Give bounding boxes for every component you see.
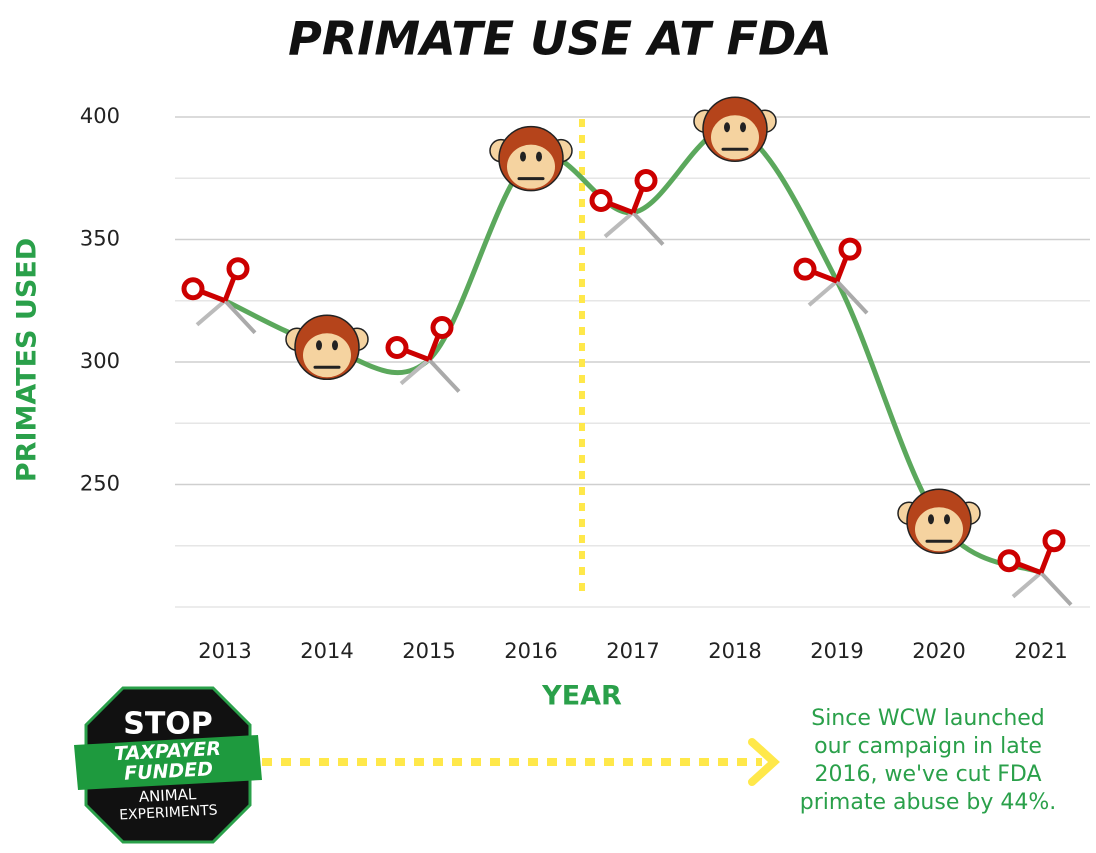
monkey-eye xyxy=(944,514,950,525)
scissors-blade xyxy=(1039,571,1073,607)
monkey-face xyxy=(303,333,351,378)
logo-band-text: FUNDED xyxy=(124,758,214,785)
logo-bottom: ANIMAL xyxy=(138,785,197,806)
scissors-ring xyxy=(226,257,250,281)
monkey-eye xyxy=(316,340,322,351)
x-tick-label: 2020 xyxy=(912,639,965,663)
y-tick-label: 350 xyxy=(80,227,120,251)
logo-band xyxy=(74,735,262,790)
y-tick-label: 300 xyxy=(80,349,120,373)
monkey-face xyxy=(915,507,963,552)
scissors-blade xyxy=(1011,571,1043,599)
x-tick-label: 2016 xyxy=(504,639,557,663)
scissors-ring xyxy=(1042,529,1066,553)
scissors-ring xyxy=(385,336,409,360)
monkey-marker xyxy=(897,488,981,554)
scissors-blade xyxy=(195,299,227,327)
scissors-blade xyxy=(399,358,431,386)
x-tick-label: 2014 xyxy=(300,639,353,663)
logo-bottom: EXPERIMENTS xyxy=(119,802,218,823)
monkey-eye xyxy=(724,122,730,133)
scissors-marker xyxy=(385,316,461,393)
annotation-line: our campaign in late xyxy=(814,734,1042,759)
annotation: Since WCW launched our campaign in late … xyxy=(800,706,1056,815)
x-tick-label: 2019 xyxy=(810,639,863,663)
scissors-ring xyxy=(430,316,454,340)
scissors-blade xyxy=(807,279,839,307)
x-tick-label: 2015 xyxy=(402,639,455,663)
x-tick-label: 2017 xyxy=(606,639,659,663)
scissors-blade xyxy=(631,211,665,246)
monkey-marker xyxy=(693,96,777,162)
scissors-marker xyxy=(181,257,257,335)
x-tick-label: 2013 xyxy=(198,639,251,663)
logo-top: STOP xyxy=(123,707,213,742)
scissors-marker xyxy=(997,529,1073,607)
monkey-marker xyxy=(285,314,369,381)
scissors-ring xyxy=(838,237,862,261)
x-tick-label: 2018 xyxy=(708,639,761,663)
line xyxy=(223,125,1043,576)
scissors-ring xyxy=(589,189,613,213)
arrow-head xyxy=(748,738,780,786)
monkey-eye xyxy=(536,151,542,162)
y-tick-label: 400 xyxy=(80,104,120,128)
x-tick-label: 2021 xyxy=(1014,639,1067,663)
monkey-eye xyxy=(740,122,746,133)
scissors-marker xyxy=(793,237,869,315)
scissors-blade xyxy=(603,211,635,239)
monkey-eye xyxy=(332,340,338,351)
monkey-marker xyxy=(489,125,573,192)
x-axis-label: YEAR xyxy=(541,681,622,712)
annotation-line: primate abuse by 44%. xyxy=(800,790,1056,815)
scissors-ring xyxy=(181,277,205,301)
monkey-eye xyxy=(520,151,526,162)
y-tick-label: 250 xyxy=(80,472,120,496)
scissors-ring xyxy=(997,549,1021,573)
logo: STOP TAXPAYER FUNDED ANIMAL EXPERIMENTS xyxy=(74,686,262,844)
scissors-ring xyxy=(634,169,658,193)
scissors-blade xyxy=(835,279,869,315)
annotation-line: 2016, we've cut FDA xyxy=(814,762,1041,787)
scissors-blade xyxy=(223,299,257,335)
scissors-marker xyxy=(589,169,665,246)
monkey-face xyxy=(711,115,759,160)
chart-title: PRIMATE USE AT FDA xyxy=(288,12,832,66)
scissors-ring xyxy=(793,257,817,281)
annotation-line: Since WCW launched xyxy=(811,706,1045,731)
monkey-eye xyxy=(928,514,934,525)
monkey-face xyxy=(507,144,555,189)
scissors-blade xyxy=(427,358,461,393)
y-axis-label: PRIMATES USED xyxy=(12,238,43,482)
